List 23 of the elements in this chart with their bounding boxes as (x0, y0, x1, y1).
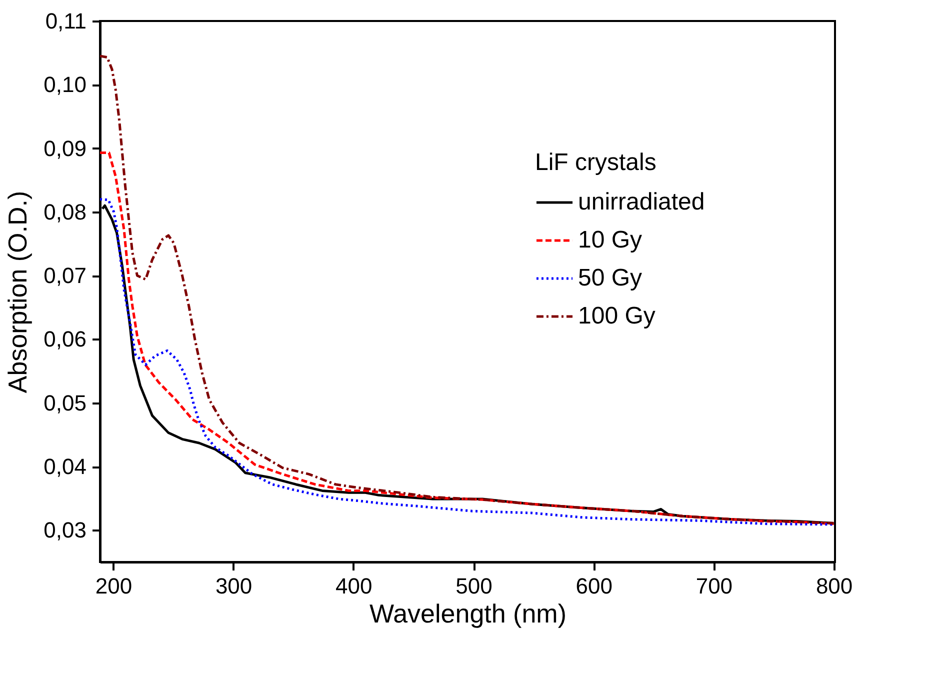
x-tick-label: 500 (456, 574, 492, 598)
legend-title: LiF crystals (535, 149, 656, 176)
x-tick-label: 400 (336, 574, 372, 598)
y-tick-label: 0,10 (44, 72, 86, 98)
y-tick-label: 0,11 (45, 8, 86, 34)
y-tick-label: 0,03 (44, 518, 86, 543)
x-tick-label: 600 (576, 574, 612, 598)
x-tick-label: 700 (696, 574, 733, 598)
y-tick-label: 0,04 (44, 454, 86, 480)
legend-label: 10 Gy (578, 226, 642, 254)
x-tick-label: 200 (95, 574, 132, 598)
y-tick-label: 0,08 (44, 199, 86, 224)
x-tick-label: 300 (215, 574, 252, 598)
y-tick-label: 0,05 (44, 390, 86, 416)
legend-label: 100 Gy (578, 302, 656, 330)
y-tick-label: 0,07 (44, 263, 86, 288)
y-tick-label: 0,09 (44, 136, 86, 161)
y-axis-title: Absorption (O.D.) (2, 190, 33, 394)
x-tick-label: 800 (816, 574, 853, 598)
x-axis-title: Wavelength (nm) (370, 598, 566, 628)
legend-label: 50 Gy (578, 264, 642, 292)
y-tick-label: 0,06 (44, 326, 86, 352)
legend-label: unirradiated (578, 188, 705, 216)
